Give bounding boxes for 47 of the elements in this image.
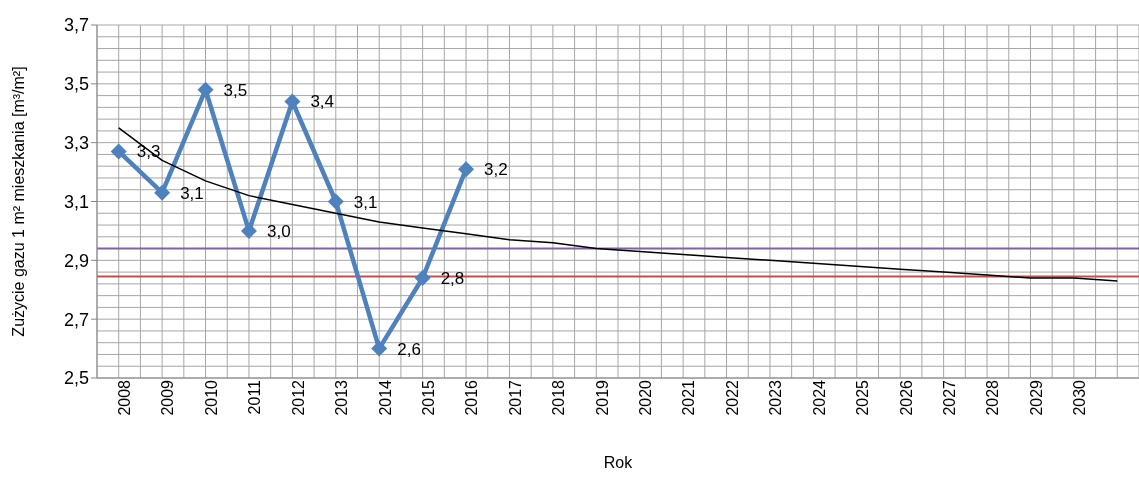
data-label: 2,6 — [397, 339, 421, 359]
point — [197, 81, 214, 98]
y-tick-label: 3,3 — [63, 133, 89, 154]
x-tick-label: 2013 — [333, 379, 351, 416]
x-tick-label: 2029 — [1027, 379, 1045, 416]
x-axis-title: Rok — [603, 454, 634, 471]
x-tick-label: 2011 — [246, 379, 264, 415]
x-tick-label: 2021 — [680, 379, 698, 416]
x-tick-label: 2016 — [463, 379, 481, 416]
x-tick-label: 2012 — [289, 379, 307, 416]
point — [371, 340, 388, 357]
data-label: 3,1 — [180, 183, 204, 203]
x-tick-label: 2028 — [984, 379, 1002, 416]
x-tick-label: 2009 — [159, 379, 177, 416]
x-tick-label: 2008 — [116, 379, 134, 416]
x-tick-label: 2019 — [593, 379, 611, 416]
x-tick-label: 2027 — [940, 379, 958, 416]
data-label: 3,1 — [353, 192, 378, 212]
y-tick-label: 3,7 — [63, 15, 89, 36]
x-tick-label: 2030 — [1071, 379, 1089, 416]
x-tick-label: 2022 — [723, 379, 741, 416]
y-tick-label: 2,7 — [63, 309, 89, 330]
y-tick-label: 3,5 — [63, 74, 89, 95]
x-tick-label: 2024 — [810, 379, 828, 416]
x-tick-label: 2025 — [854, 379, 872, 416]
x-tick-label: 2014 — [376, 379, 394, 416]
point — [414, 269, 431, 286]
x-tick-label: 2020 — [637, 379, 655, 416]
data-label: 3,2 — [484, 160, 508, 180]
data-label: 3,4 — [310, 92, 335, 112]
data-label: 3,0 — [266, 221, 291, 241]
x-tick-label: 2018 — [550, 379, 568, 416]
point — [110, 143, 127, 160]
x-tick-label: 2023 — [767, 379, 785, 416]
point — [154, 184, 171, 201]
y-axis-title: Zużycie gazu 1 m² mieszkania [m³/m²] — [10, 66, 27, 337]
y-tick-label: 2,5 — [63, 368, 89, 389]
point — [284, 93, 301, 110]
x-tick-label: 2017 — [506, 379, 524, 416]
point — [458, 161, 475, 178]
x-tick-label: 2026 — [897, 379, 915, 416]
point — [327, 193, 344, 210]
y-tick-label: 3,1 — [63, 191, 89, 212]
data-label: 3,5 — [223, 80, 248, 100]
y-tick-label: 2,9 — [63, 250, 89, 271]
x-tick-label: 2010 — [202, 379, 220, 416]
x-tick-label: 2015 — [419, 379, 437, 416]
